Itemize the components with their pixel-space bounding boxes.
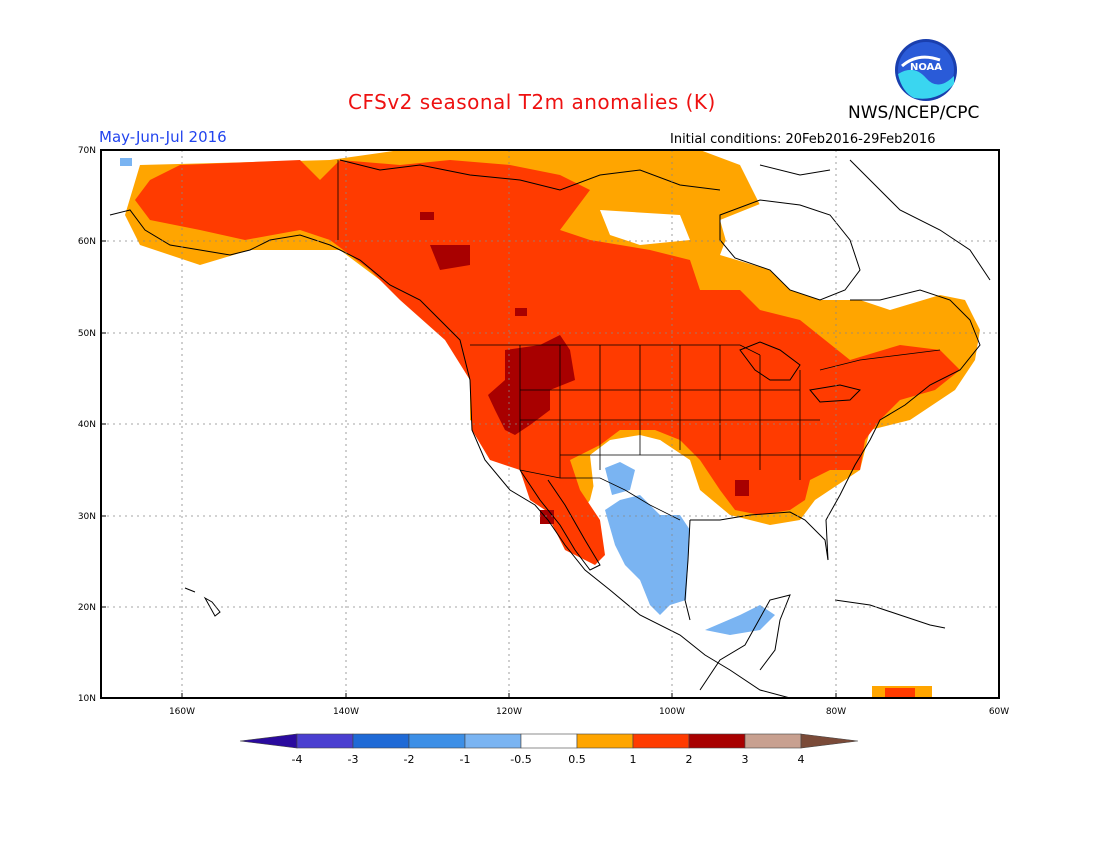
colorbar-label: 0.5 xyxy=(568,753,586,766)
coastline-hawaii xyxy=(184,587,221,617)
lon-label: 80W xyxy=(826,707,846,717)
colorbar-cell xyxy=(520,733,578,749)
lat-label: 70N xyxy=(78,146,96,156)
anomaly-cell-red-carib xyxy=(885,688,915,698)
map-fill-layer xyxy=(101,150,999,698)
anomaly-region-darkred-west xyxy=(488,335,575,435)
colorbar-cell xyxy=(632,733,690,749)
colorbar-cell xyxy=(576,733,634,749)
lon-label: 140W xyxy=(333,707,359,717)
chart-title: CFSv2 seasonal T2m anomalies (K) xyxy=(348,90,716,114)
lon-label: 160W xyxy=(169,707,195,717)
noaa-logo-icon: NOAA xyxy=(895,39,957,101)
colorbar-cell xyxy=(800,733,859,749)
anomaly-cell-darkred-1 xyxy=(420,212,434,220)
organization-label: NWS/NCEP/CPC xyxy=(848,103,980,123)
initial-conditions-label: Initial conditions: 20Feb2016-29Feb2016 xyxy=(670,132,936,147)
lat-label: 30N xyxy=(78,512,96,522)
border-states xyxy=(519,345,860,480)
coastline-hudson-bay xyxy=(719,199,861,301)
axis-ticks xyxy=(101,149,1000,699)
colorbar-label: 2 xyxy=(686,753,693,766)
colorbar-label: -3 xyxy=(348,753,359,766)
lat-label: 60N xyxy=(78,237,96,247)
colorbar-cell xyxy=(239,733,298,749)
lat-label: 10N xyxy=(78,694,96,704)
colorbar-label: -0.5 xyxy=(510,753,531,766)
lon-label: 60W xyxy=(989,707,1009,717)
logo-text: NOAA xyxy=(910,62,942,73)
coastline-greatlakes xyxy=(739,341,861,403)
border-us-canada xyxy=(470,344,941,371)
colorbar-cell xyxy=(464,733,522,749)
anomaly-region-white-arctic xyxy=(820,150,999,300)
anomaly-region-lightblue-2 xyxy=(605,462,635,495)
coastlines xyxy=(109,159,991,698)
colorbar-label: 1 xyxy=(630,753,637,766)
colorbar-label: -2 xyxy=(404,753,415,766)
lon-label: 120W xyxy=(496,707,522,717)
colorbar-labels: -4 -3 -2 -1 -0.5 0.5 1 2 3 4 xyxy=(292,753,805,766)
colorbar-label: 3 xyxy=(742,753,749,766)
gridlines xyxy=(101,150,999,698)
anomaly-region-lightblue-3 xyxy=(705,605,775,635)
lat-label: 20N xyxy=(78,603,96,613)
coastline-pacific xyxy=(109,209,791,698)
colorbar-label: -4 xyxy=(292,753,303,766)
lat-label: 50N xyxy=(78,329,96,339)
coastline-arctic xyxy=(339,159,991,281)
coastline-baja xyxy=(519,469,601,571)
coastline-cuba xyxy=(834,599,946,629)
anomaly-region-darkred-bc xyxy=(430,245,470,270)
coastline-atlantic xyxy=(825,289,981,561)
lat-labels: 70N 60N 50N 40N 30N 20N 10N xyxy=(78,146,96,704)
colorbar xyxy=(239,733,859,749)
colorbar-cell xyxy=(744,733,802,749)
anomaly-cell-darkred-4 xyxy=(540,510,554,524)
colorbar-cell xyxy=(352,733,410,749)
colorbar-cell xyxy=(408,733,466,749)
lon-label: 100W xyxy=(659,707,685,717)
lon-labels: 160W 140W 120W 100W 80W 60W xyxy=(169,707,1009,717)
anomaly-cell-lightblue-ak xyxy=(120,158,132,166)
anomaly-region-white-hudson xyxy=(720,200,860,300)
coastline-gulf xyxy=(684,511,829,691)
anomaly-cell-darkred-2 xyxy=(515,308,527,316)
lat-label: 40N xyxy=(78,420,96,430)
period-label: May-Jun-Jul 2016 xyxy=(99,128,227,146)
anomaly-region-lightblue-1 xyxy=(605,495,690,615)
colorbar-cell xyxy=(688,733,746,749)
anomaly-cell-darkred-3 xyxy=(735,480,749,496)
colorbar-cell xyxy=(296,733,354,749)
colorbar-label: -1 xyxy=(460,753,471,766)
border-us-mexico xyxy=(519,469,681,521)
borders xyxy=(337,160,941,521)
anomaly-region-white-ne xyxy=(600,210,690,245)
colorbar-label: 4 xyxy=(798,753,805,766)
